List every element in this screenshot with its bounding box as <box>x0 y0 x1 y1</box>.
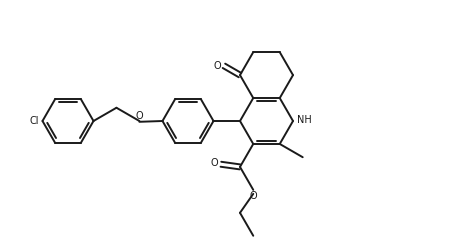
Text: O: O <box>250 191 257 201</box>
Text: O: O <box>210 158 218 168</box>
Text: NH: NH <box>297 115 312 125</box>
Text: Cl: Cl <box>30 116 40 126</box>
Text: O: O <box>135 111 143 121</box>
Text: O: O <box>213 61 221 71</box>
